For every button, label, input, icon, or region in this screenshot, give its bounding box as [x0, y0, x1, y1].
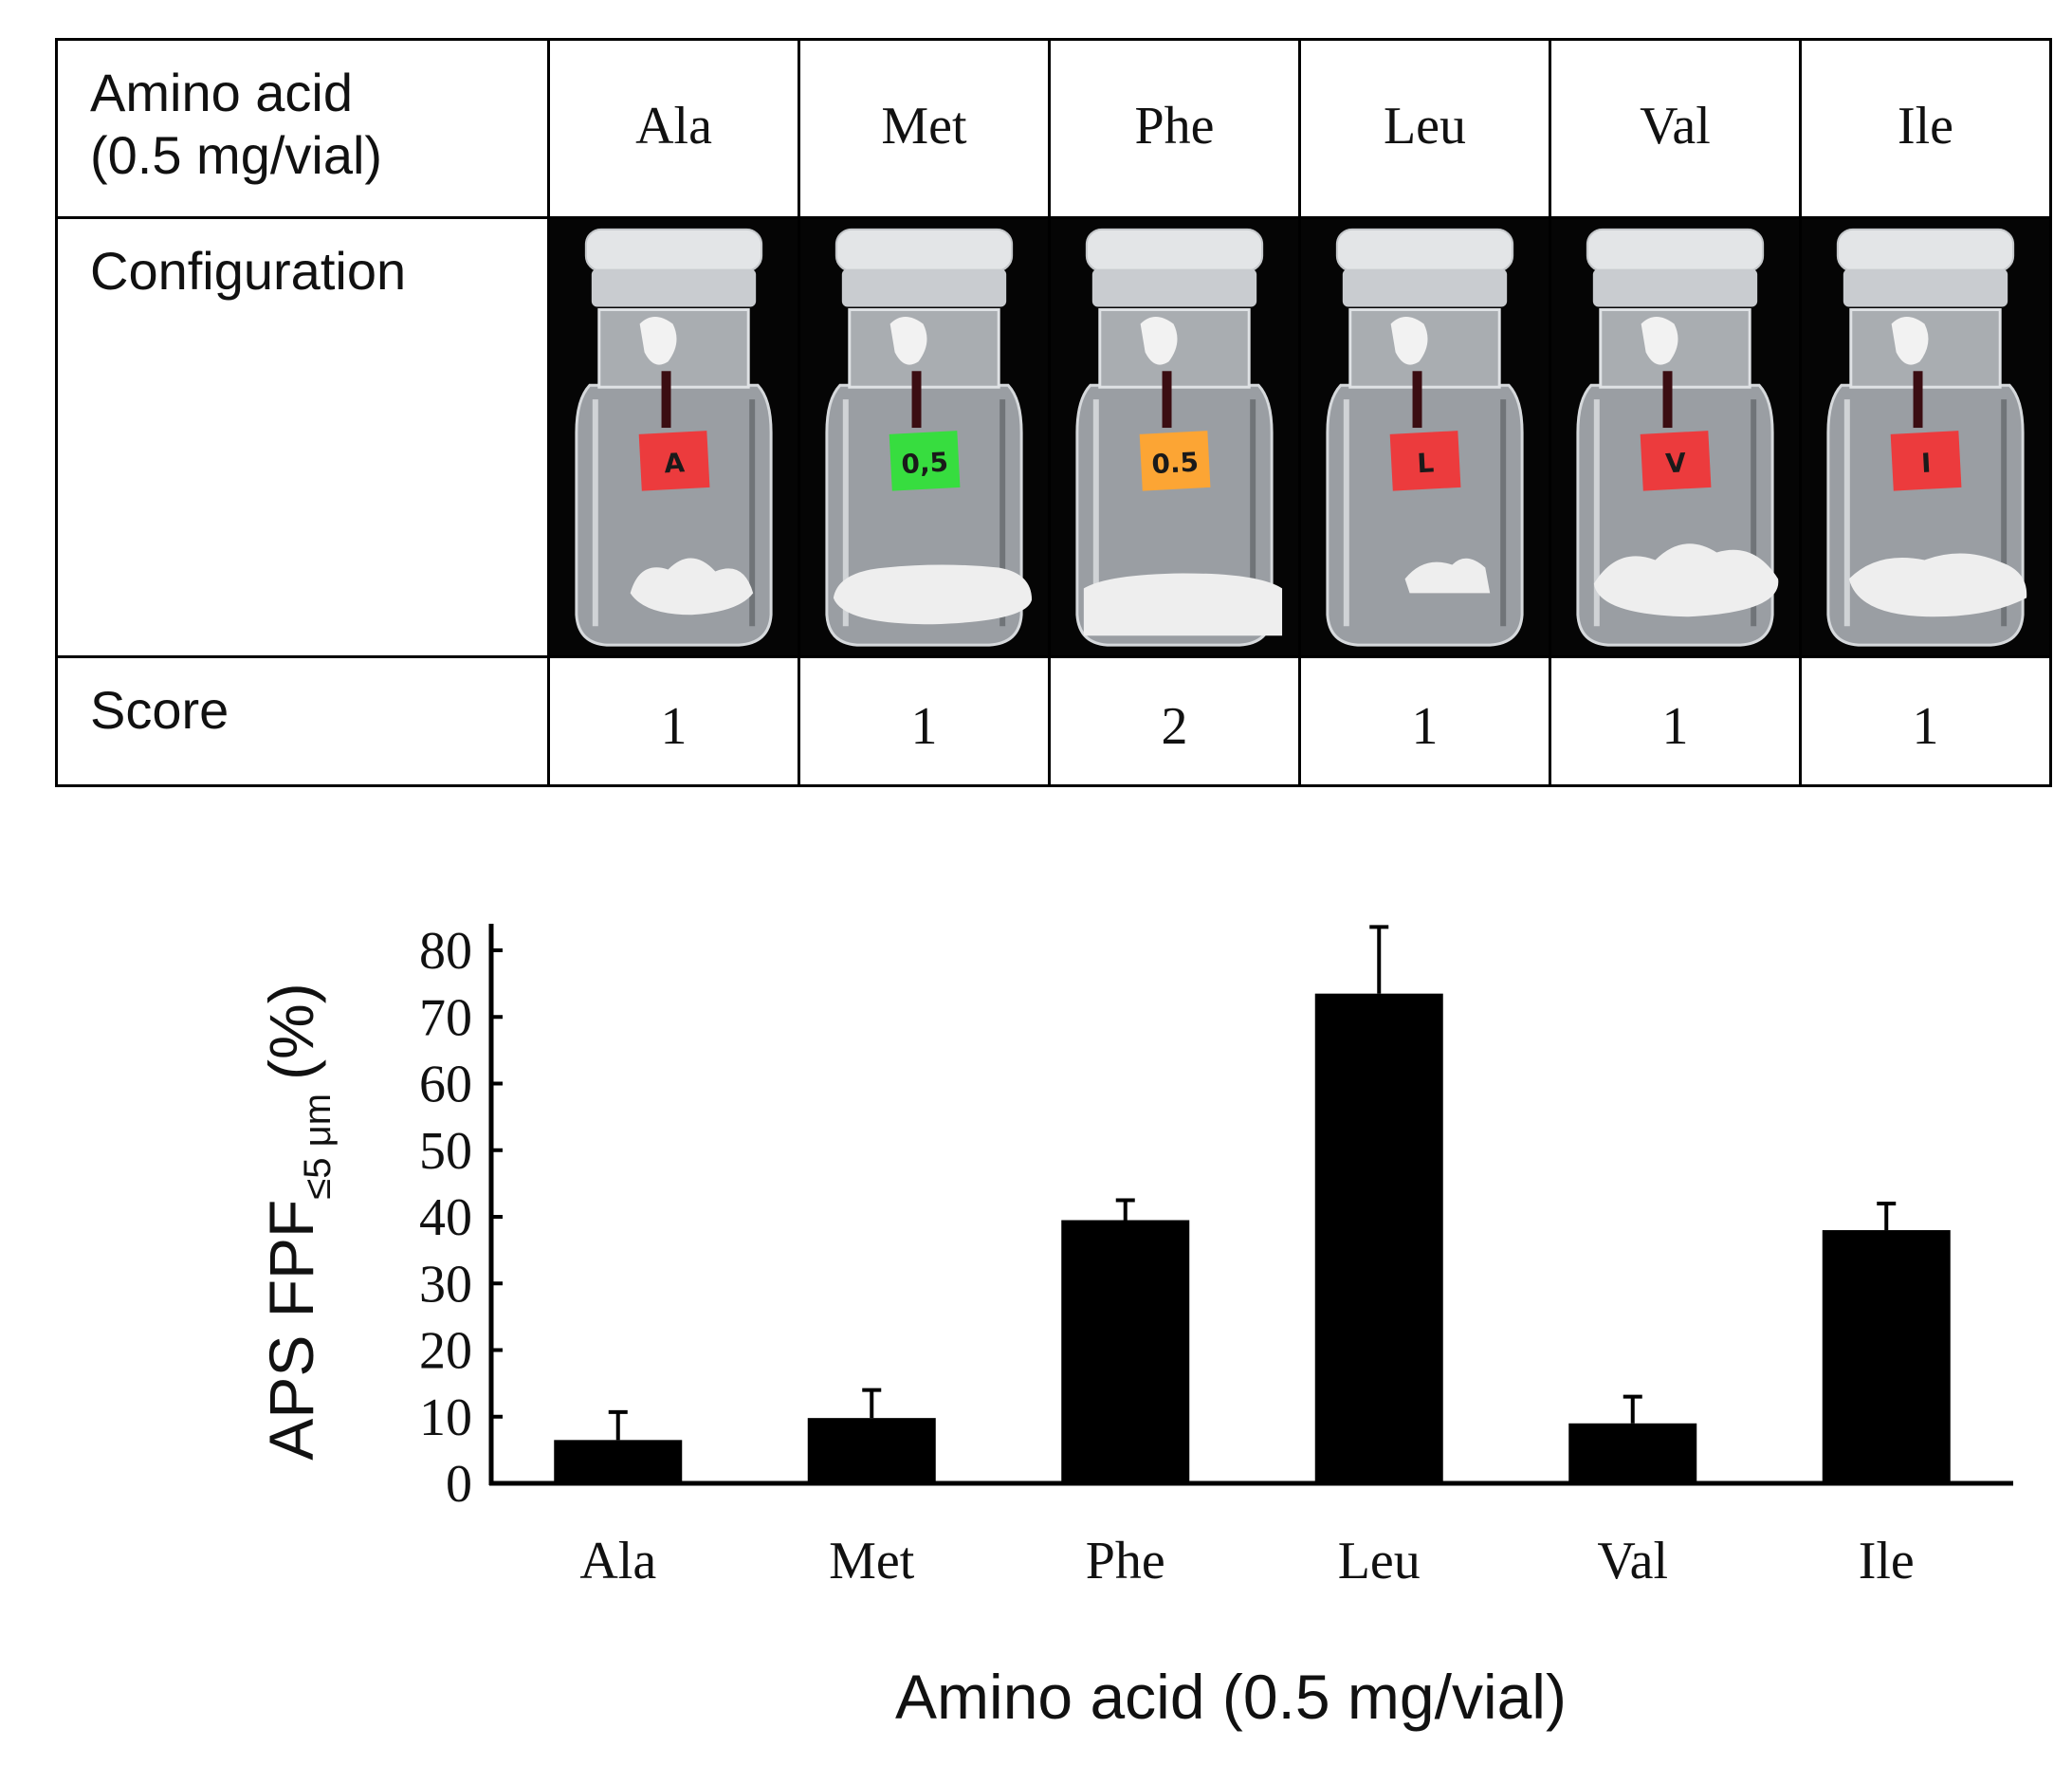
column-header-phe: Phe [1048, 38, 1301, 219]
x-tick-label-ala: Ala [579, 1532, 656, 1590]
y-tick-label: 60 [419, 1056, 472, 1114]
bar-ala [554, 1440, 683, 1483]
score-phe: 2 [1048, 655, 1301, 787]
score-val: 1 [1549, 655, 1802, 787]
bar-ile [1822, 1230, 1951, 1483]
column-header-ile: Ile [1799, 38, 2052, 219]
column-header-val: Val [1549, 38, 1802, 219]
svg-text:V: V [1665, 447, 1688, 479]
amino-acid-table: Amino acid (0.5 mg/vial) Ala Met Phe Leu… [55, 38, 2052, 787]
vial-photo-ile: I [1799, 216, 2052, 658]
score-ala: 1 [547, 655, 800, 787]
svg-text:L: L [1416, 447, 1434, 479]
row-label-configuration: Configuration [55, 216, 550, 658]
bar-phe [1061, 1220, 1190, 1483]
column-header-met: Met [798, 38, 1051, 219]
y-axis-title-subscript: ≤5 μm [297, 1094, 339, 1200]
score-ile: 1 [1799, 655, 2052, 787]
row-label-score: Score [55, 655, 550, 787]
vial-photo-phe: 0.5 [1048, 216, 1301, 658]
column-header-ala: Ala [547, 38, 800, 219]
x-tick-label-phe: Phe [1086, 1532, 1165, 1590]
bar-val [1568, 1423, 1697, 1483]
bar-leu [1314, 993, 1443, 1483]
vial-photo-leu: L [1298, 216, 1551, 658]
svg-text:0.5: 0.5 [1151, 447, 1200, 481]
y-axis-title: APS FPF≤5 μm (%) [256, 983, 339, 1460]
row-label-amino-acid: Amino acid (0.5 mg/vial) [55, 38, 550, 219]
vial-photo-val: V [1549, 216, 1802, 658]
x-tick-label-leu: Leu [1338, 1532, 1421, 1590]
y-tick-label: 70 [419, 988, 472, 1047]
fpf-bar-chart: 0 10 20 30 40 50 60 70 80 Ala Met Phe Leu Val Ile Amino… [256, 922, 2013, 1732]
row-label-amino-acid-line1: Amino acid [90, 63, 354, 122]
y-axis-title-main: APS FPF [256, 1200, 326, 1461]
x-tick-label-val: Val [1597, 1532, 1668, 1590]
y-tick-label: 40 [419, 1188, 472, 1247]
score-leu: 1 [1298, 655, 1551, 787]
row-label-amino-acid-line2: (0.5 mg/vial) [90, 125, 383, 185]
x-tick-label-met: Met [829, 1532, 915, 1590]
y-tick-label: 80 [419, 922, 472, 981]
svg-text:A: A [664, 447, 687, 479]
x-tick-label-ile: Ile [1859, 1532, 1915, 1590]
bar-met [807, 1418, 936, 1483]
y-tick-label: 30 [419, 1255, 472, 1314]
svg-text:I: I [1920, 448, 1932, 479]
vial-photo-ala: A [547, 216, 800, 658]
y-tick-label: 50 [419, 1122, 472, 1181]
column-header-leu: Leu [1298, 38, 1551, 219]
svg-text:0,5: 0,5 [901, 447, 949, 481]
score-met: 1 [798, 655, 1051, 787]
y-tick-label: 20 [419, 1322, 472, 1381]
y-axis-title-unit: (%) [256, 983, 326, 1080]
vial-photo-met: 0,5 [798, 216, 1051, 658]
y-tick-label: 0 [446, 1455, 472, 1514]
y-tick-label: 10 [419, 1388, 472, 1447]
x-axis-title: Amino acid (0.5 mg/vial) [895, 1662, 1567, 1732]
